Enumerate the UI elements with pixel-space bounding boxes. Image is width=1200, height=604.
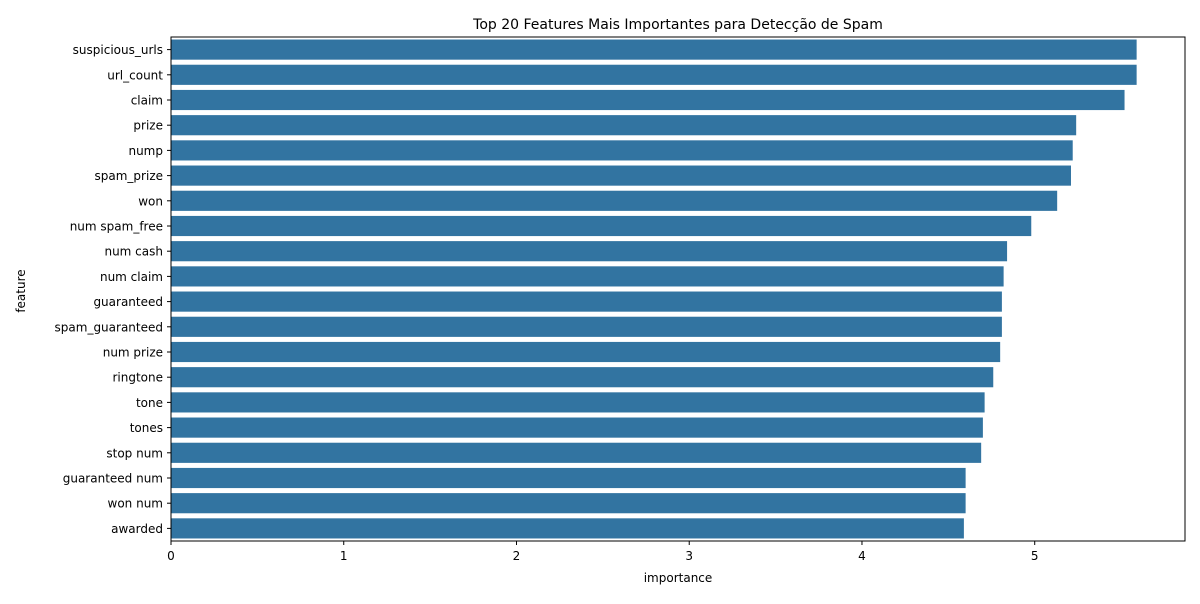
y-tick-label: ringtone bbox=[112, 371, 163, 385]
bar-spam-prize bbox=[171, 165, 1071, 186]
bar-tones bbox=[171, 417, 983, 438]
x-tick-label: 1 bbox=[340, 549, 348, 563]
bar-tone bbox=[171, 392, 985, 413]
y-axis-title: feature bbox=[14, 269, 28, 312]
y-tick-label: nump bbox=[128, 144, 163, 158]
bar-prize bbox=[171, 115, 1077, 136]
y-tick-label: tone bbox=[136, 396, 163, 410]
chart-title: Top 20 Features Mais Importantes para De… bbox=[472, 17, 883, 33]
y-tick-label: won num bbox=[108, 497, 163, 511]
y-tick-label: url_count bbox=[107, 68, 163, 82]
y-tick-label: awarded bbox=[111, 522, 163, 536]
x-tick-label: 2 bbox=[513, 549, 521, 563]
bar-awarded bbox=[171, 518, 964, 539]
y-tick-label: num prize bbox=[103, 346, 163, 360]
x-axis-title: importance bbox=[644, 571, 713, 585]
bar-won bbox=[171, 190, 1058, 211]
y-tick-label: num claim bbox=[100, 270, 163, 284]
bar-claim bbox=[171, 89, 1125, 111]
bar-num-prize bbox=[171, 341, 1001, 363]
bar-ringtone bbox=[171, 367, 994, 388]
y-tick-label: spam_prize bbox=[95, 169, 163, 183]
bar-guaranteed bbox=[171, 291, 1002, 312]
bar-num-spam-free bbox=[171, 215, 1032, 237]
x-tick-label: 4 bbox=[858, 549, 866, 563]
x-tick-layer: 0 1 2 3 4 5 bbox=[167, 541, 1039, 563]
x-tick-label: 0 bbox=[167, 549, 175, 563]
y-tick-label: suspicious_urls bbox=[73, 43, 163, 57]
y-tick-label: num cash bbox=[104, 245, 163, 259]
y-tick-label: stop num bbox=[106, 446, 163, 460]
bar-num-claim bbox=[171, 266, 1004, 287]
y-tick-label: spam_guaranteed bbox=[55, 320, 163, 334]
y-tick-label: num spam_free bbox=[70, 220, 163, 234]
bar-url-count bbox=[171, 64, 1137, 85]
x-tick-label: 5 bbox=[1031, 549, 1039, 563]
bar-spam-guaranteed bbox=[171, 316, 1002, 337]
plot-frame bbox=[170, 36, 1186, 542]
bar-nump bbox=[171, 140, 1073, 161]
x-tick-label: 3 bbox=[685, 549, 693, 563]
bars-layer bbox=[171, 39, 1137, 539]
y-tick-label: won bbox=[138, 194, 163, 208]
y-tick-label: prize bbox=[133, 119, 163, 133]
y-tick-label: tones bbox=[130, 421, 163, 435]
y-tick-label: guaranteed num bbox=[63, 472, 163, 486]
bar-suspicious-urls bbox=[171, 39, 1137, 60]
y-tick-label: claim bbox=[131, 94, 163, 108]
bar-guaranteed-num bbox=[171, 467, 966, 489]
bar-num-cash bbox=[171, 241, 1008, 262]
bar-stop-num bbox=[171, 442, 982, 463]
y-tick-label: guaranteed bbox=[93, 295, 163, 309]
bar-won-num bbox=[171, 493, 966, 514]
